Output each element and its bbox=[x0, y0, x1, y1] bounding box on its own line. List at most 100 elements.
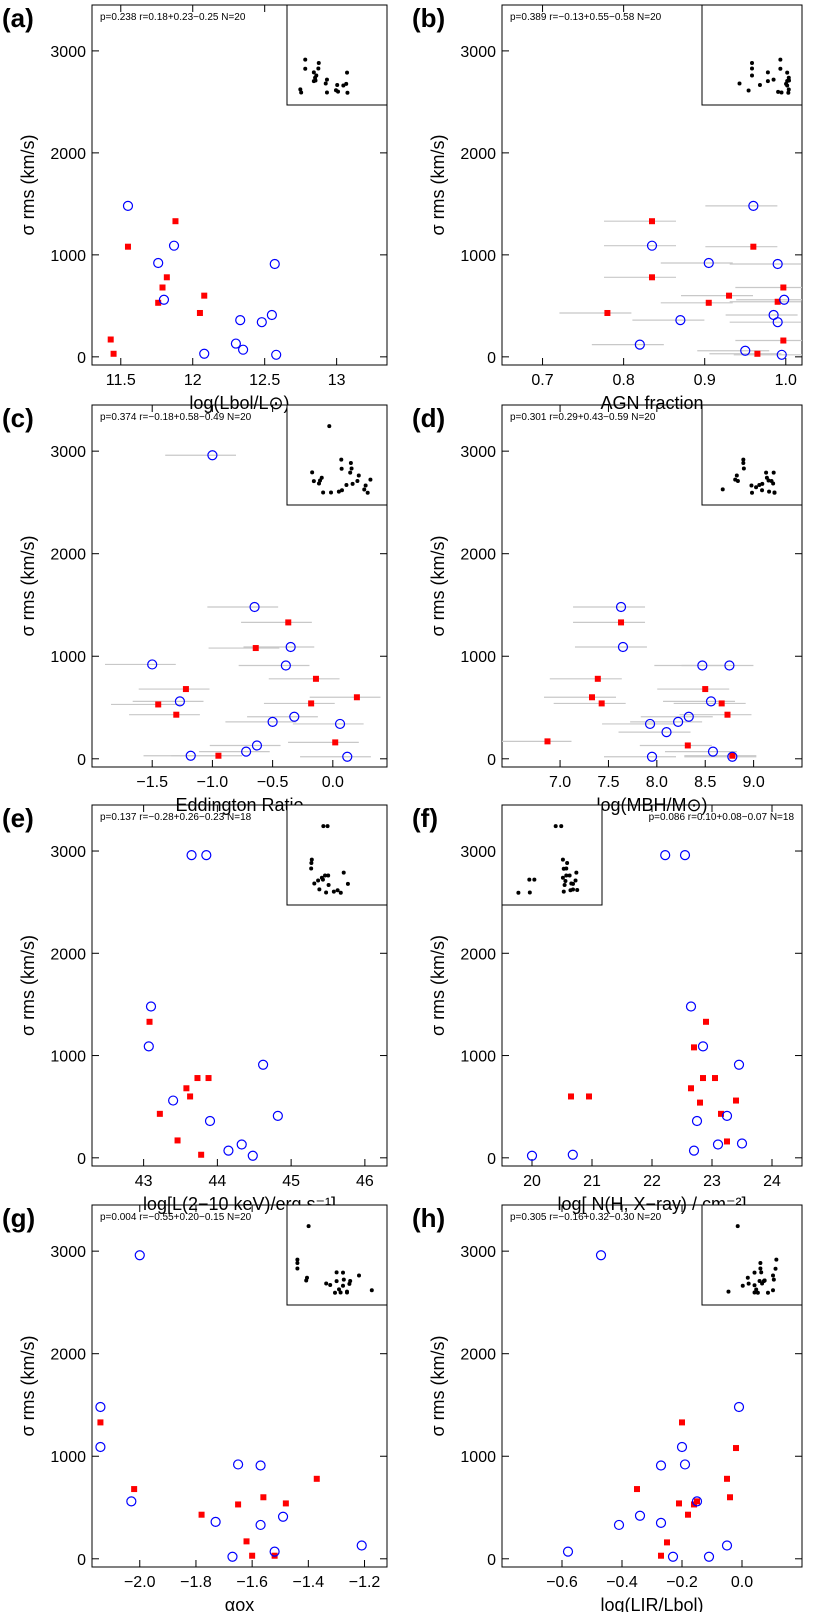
inset-point bbox=[306, 1224, 311, 1229]
x-tick-label: −1.0 bbox=[197, 774, 229, 791]
inset-point bbox=[331, 889, 336, 894]
blue-circle-point bbox=[255, 1460, 266, 1471]
inset-point bbox=[750, 490, 754, 495]
red-square-point bbox=[285, 619, 292, 626]
red-square-point bbox=[724, 1475, 730, 1482]
blue-circle-point bbox=[727, 751, 738, 762]
inset-point bbox=[313, 78, 318, 83]
inset-point bbox=[339, 457, 344, 462]
inset-point bbox=[336, 489, 341, 494]
y-tick-label: 3000 bbox=[50, 44, 86, 61]
red-square-point bbox=[718, 700, 725, 707]
inset-point bbox=[762, 1278, 767, 1283]
inset-point bbox=[348, 461, 353, 466]
blue-circle-point bbox=[646, 240, 658, 251]
inset-point bbox=[771, 481, 776, 486]
inset-point bbox=[778, 66, 783, 71]
inset-point bbox=[773, 1266, 778, 1271]
blue-circle-point bbox=[272, 1110, 283, 1121]
inset-point bbox=[745, 1275, 750, 1280]
inset-box bbox=[701, 4, 803, 106]
blue-circle-point bbox=[237, 344, 249, 355]
blue-circle-point bbox=[703, 1551, 715, 1562]
y-tick-label: 3000 bbox=[50, 444, 86, 461]
inset-point bbox=[564, 866, 569, 871]
y-tick-label: 0 bbox=[487, 350, 496, 367]
x-tick-label: −1.8 bbox=[180, 1574, 212, 1591]
red-square-point bbox=[733, 1445, 739, 1452]
inset-point bbox=[341, 1277, 346, 1282]
x-tick-label: 23 bbox=[703, 1173, 721, 1190]
red-square-point bbox=[754, 350, 761, 357]
blue-circle-point bbox=[667, 1551, 679, 1562]
y-tick-label: 0 bbox=[487, 1151, 496, 1168]
blue-circle-point bbox=[204, 1115, 216, 1127]
inset-point bbox=[362, 487, 367, 492]
blue-circle-point bbox=[280, 660, 291, 671]
panel-h: (h) −0.6 −0.4 −0.2 0.0 0 1000 2000 3000 log(LIR/L… bbox=[412, 1203, 803, 1612]
red-square-point bbox=[705, 299, 712, 306]
x-tick-label: 7.0 bbox=[549, 774, 571, 791]
y-axis-label: σ rms (km/s) bbox=[428, 134, 448, 235]
y-axis-label: σ rms (km/s) bbox=[428, 535, 448, 636]
inset-point bbox=[356, 473, 361, 478]
inset-point bbox=[527, 877, 532, 882]
red-square-point bbox=[243, 1538, 250, 1545]
inset-point bbox=[516, 890, 521, 895]
red-square-point bbox=[110, 350, 117, 357]
inset-point bbox=[295, 1266, 300, 1271]
red-square-point bbox=[685, 1511, 691, 1518]
red-square-point bbox=[733, 1097, 739, 1104]
blue-circle-point bbox=[158, 294, 170, 305]
plot-frame bbox=[91, 4, 388, 366]
blue-circle-point bbox=[247, 1150, 258, 1161]
inset-point bbox=[345, 1289, 349, 1294]
y-tick-label: 3000 bbox=[50, 1244, 86, 1261]
red-square-point bbox=[750, 243, 757, 250]
blue-circle-point bbox=[251, 740, 263, 751]
inset-point bbox=[328, 1283, 333, 1288]
blue-circle-point bbox=[271, 349, 282, 360]
stats-text: p=0.137 r=−0.28+0.26−0.23 N=18 bbox=[100, 812, 252, 823]
blue-circle-point bbox=[95, 1401, 106, 1413]
x-tick-label: 44 bbox=[208, 1173, 226, 1190]
plot-frame bbox=[91, 1204, 388, 1568]
inset-point bbox=[348, 470, 353, 475]
inset-point bbox=[755, 1290, 760, 1295]
blue-circle-point bbox=[660, 850, 671, 861]
stats-text: p=0.238 r=0.18+0.23−0.25 N=20 bbox=[100, 12, 246, 23]
inset-point bbox=[772, 490, 777, 495]
red-square-point bbox=[724, 711, 731, 718]
x-tick-label: −1.4 bbox=[293, 1574, 325, 1591]
red-square-point bbox=[205, 1075, 212, 1082]
blue-circle-point bbox=[186, 850, 197, 861]
blue-circle-point bbox=[615, 601, 627, 613]
inset-point bbox=[309, 857, 314, 862]
y-tick-label: 2000 bbox=[50, 1347, 86, 1364]
blue-circle-point bbox=[707, 746, 719, 757]
red-square-point bbox=[594, 675, 601, 682]
red-square-point bbox=[780, 337, 787, 344]
inset-point bbox=[337, 1287, 341, 1292]
blue-circle-point bbox=[334, 718, 346, 730]
x-tick-label: 45 bbox=[282, 1173, 300, 1190]
y-tick-label: 2000 bbox=[50, 946, 86, 963]
x-tick-label: 0.9 bbox=[694, 372, 716, 389]
x-tick-label: 12 bbox=[184, 372, 202, 389]
inset-point bbox=[347, 1281, 352, 1286]
red-square-point bbox=[249, 1552, 256, 1559]
inset-point bbox=[341, 1283, 345, 1288]
panel-label: (b) bbox=[412, 3, 445, 33]
red-square-point bbox=[726, 292, 733, 299]
inset-point bbox=[786, 90, 791, 95]
panel-label: (a) bbox=[2, 3, 34, 33]
blue-circle-point bbox=[772, 258, 783, 270]
inset-point bbox=[334, 1270, 339, 1275]
red-square-point bbox=[780, 284, 787, 291]
stats-text: p=0.305 r=−0.16+0.32−0.30 N=20 bbox=[510, 1212, 662, 1223]
inset-point bbox=[562, 883, 567, 888]
red-square-point bbox=[156, 1110, 163, 1117]
red-square-point bbox=[598, 700, 605, 707]
x-tick-label: −2.0 bbox=[124, 1574, 156, 1591]
